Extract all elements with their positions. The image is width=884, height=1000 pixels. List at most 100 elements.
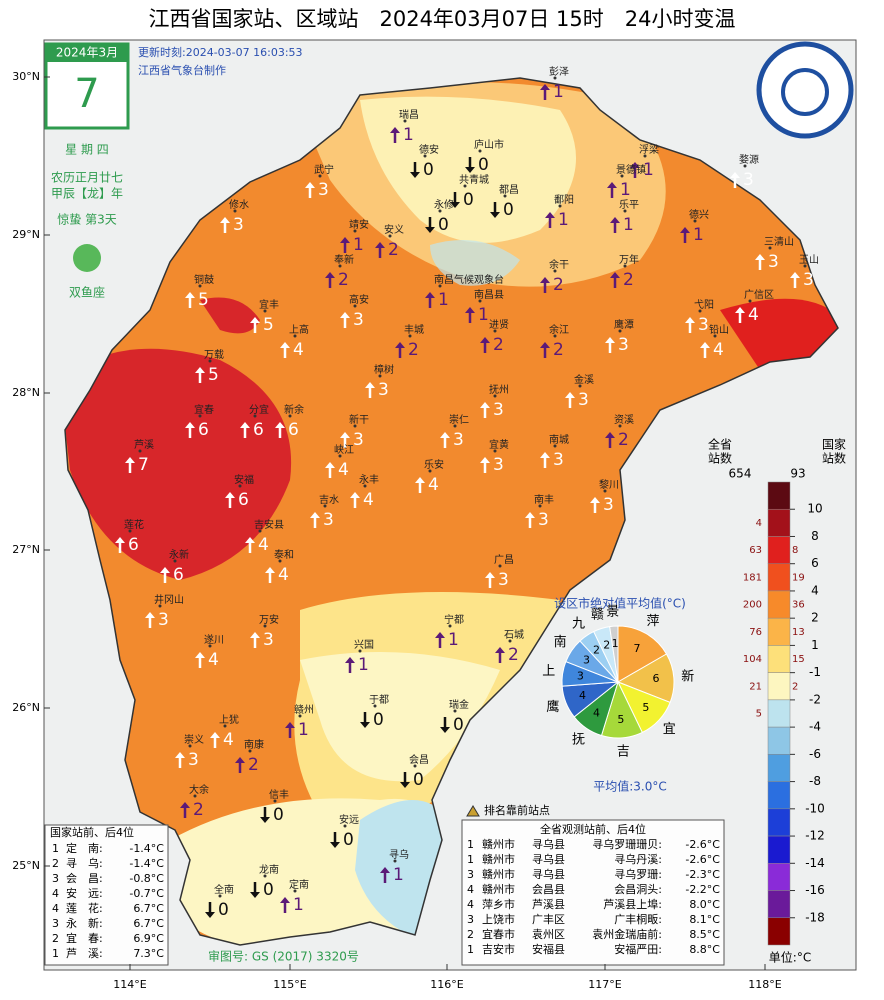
station-name: 都昌 — [499, 184, 519, 196]
arrow-head — [390, 127, 400, 133]
arrow-head — [280, 897, 290, 903]
station-value: 3 — [578, 390, 589, 410]
station-name: 乐安 — [424, 458, 444, 471]
temp-change-arrow — [340, 312, 350, 328]
arrow-head — [275, 422, 285, 428]
station-dot — [338, 454, 342, 458]
station-name: 庐山市 — [474, 138, 504, 151]
pie-value: 3 — [583, 654, 590, 667]
station-name: 彭泽 — [549, 65, 569, 78]
station-dot — [413, 764, 417, 768]
station-name: 三清山 — [764, 235, 794, 248]
province-table-cell: 3 — [467, 913, 474, 926]
station-value: 1 — [353, 235, 364, 255]
station-dot — [293, 334, 297, 338]
legend-tick-label: 10 — [807, 502, 822, 516]
lon-label: 116°E — [430, 978, 463, 991]
legend-swatch — [767, 808, 791, 837]
station-name: 上犹 — [219, 714, 239, 726]
temp-change-arrow — [495, 647, 505, 663]
station-value: 0 — [218, 900, 229, 920]
arrow-head — [305, 182, 315, 188]
legend-unit: 单位:°C — [769, 950, 811, 965]
station-name: 峡江 — [334, 443, 354, 456]
station-name: 吉水 — [319, 494, 339, 506]
arrow-head — [185, 422, 195, 428]
temp-change-arrow — [275, 422, 285, 438]
station-dot — [438, 284, 442, 288]
province-table-cell: 会昌县 — [532, 883, 565, 896]
station-dot — [693, 219, 697, 223]
station-name: 宜春 — [194, 403, 214, 416]
legend-swatch — [767, 863, 791, 891]
arrow-head — [630, 162, 640, 168]
station-value: 4 — [293, 340, 304, 360]
arrow-head — [440, 432, 450, 438]
arrow-head — [400, 782, 410, 788]
temp-change-arrow — [540, 84, 550, 100]
temp-change-arrow — [480, 337, 490, 353]
legend-swatch — [767, 672, 791, 701]
pie-value: 1 — [612, 637, 619, 650]
pie-value: 6 — [652, 672, 659, 685]
station-value: 1 — [393, 865, 404, 885]
arrow-head — [480, 337, 490, 343]
arrow-head — [325, 272, 335, 278]
station-value: 1 — [403, 125, 414, 145]
arrow-head — [540, 452, 550, 458]
arrow-head — [700, 342, 710, 348]
province-table-cell: -2.6°C — [685, 853, 720, 866]
station-dot — [128, 529, 132, 533]
temp-change-arrow — [700, 342, 710, 358]
station-dot — [193, 794, 197, 798]
station-dot — [453, 424, 457, 428]
arrow-head — [250, 632, 260, 638]
station-name: 南昌气候观象台 — [434, 273, 504, 286]
arrow-head — [525, 512, 535, 518]
station-name: 铜鼓 — [194, 273, 214, 286]
temp-change-arrow — [730, 172, 740, 188]
province-table-cell: 芦溪县上埠: — [603, 897, 662, 911]
station-value: 6 — [128, 535, 139, 555]
national-count: 8 — [792, 545, 798, 556]
legend-swatch — [767, 890, 791, 919]
province-table-cell: 2 — [467, 928, 474, 941]
station-dot — [403, 119, 407, 123]
station-dot — [553, 76, 557, 80]
national-table-box — [44, 824, 169, 966]
station-dot — [508, 639, 512, 643]
national-table-cell: -0.7°C — [129, 887, 164, 900]
station-value: 4 — [208, 650, 219, 670]
station-dot — [423, 154, 427, 158]
province-count: 63 — [749, 545, 762, 556]
station-value: 2 — [493, 335, 504, 355]
station-name: 广信区 — [744, 289, 774, 301]
station-name: 会昌 — [409, 753, 429, 766]
national-table-cell: 永 新: — [66, 916, 103, 930]
station-name: 井冈山 — [154, 593, 184, 606]
arrow-head — [310, 512, 320, 518]
arrow-head — [245, 537, 255, 543]
station-name: 鹰潭 — [614, 318, 634, 331]
producer: 江西省气象台制作 — [138, 63, 226, 77]
national-table-cell: 寻 乌: — [66, 856, 103, 870]
temp-change-arrow — [415, 477, 425, 493]
station-dot — [428, 469, 432, 473]
arrow-head — [325, 462, 335, 468]
temp-change-arrow — [480, 402, 490, 418]
legend-swatch — [767, 835, 791, 864]
national-table-cell: 1 — [52, 842, 59, 855]
station-value: 2 — [248, 755, 259, 775]
station-value: 0 — [478, 155, 489, 175]
station-name: 万载 — [204, 349, 224, 361]
legend-tick-label: -1 — [809, 665, 821, 679]
lon-label: 114°E — [113, 978, 146, 991]
pie-name: 景 — [606, 605, 619, 620]
temp-change-arrow — [605, 432, 615, 448]
arrow-head — [545, 212, 555, 218]
station-name: 于都 — [369, 694, 389, 706]
station-value: 5 — [208, 365, 219, 385]
lunar-date: 农历正月廿七 — [51, 171, 123, 185]
station-name: 大余 — [189, 783, 209, 796]
station-name: 赣州 — [294, 703, 314, 716]
